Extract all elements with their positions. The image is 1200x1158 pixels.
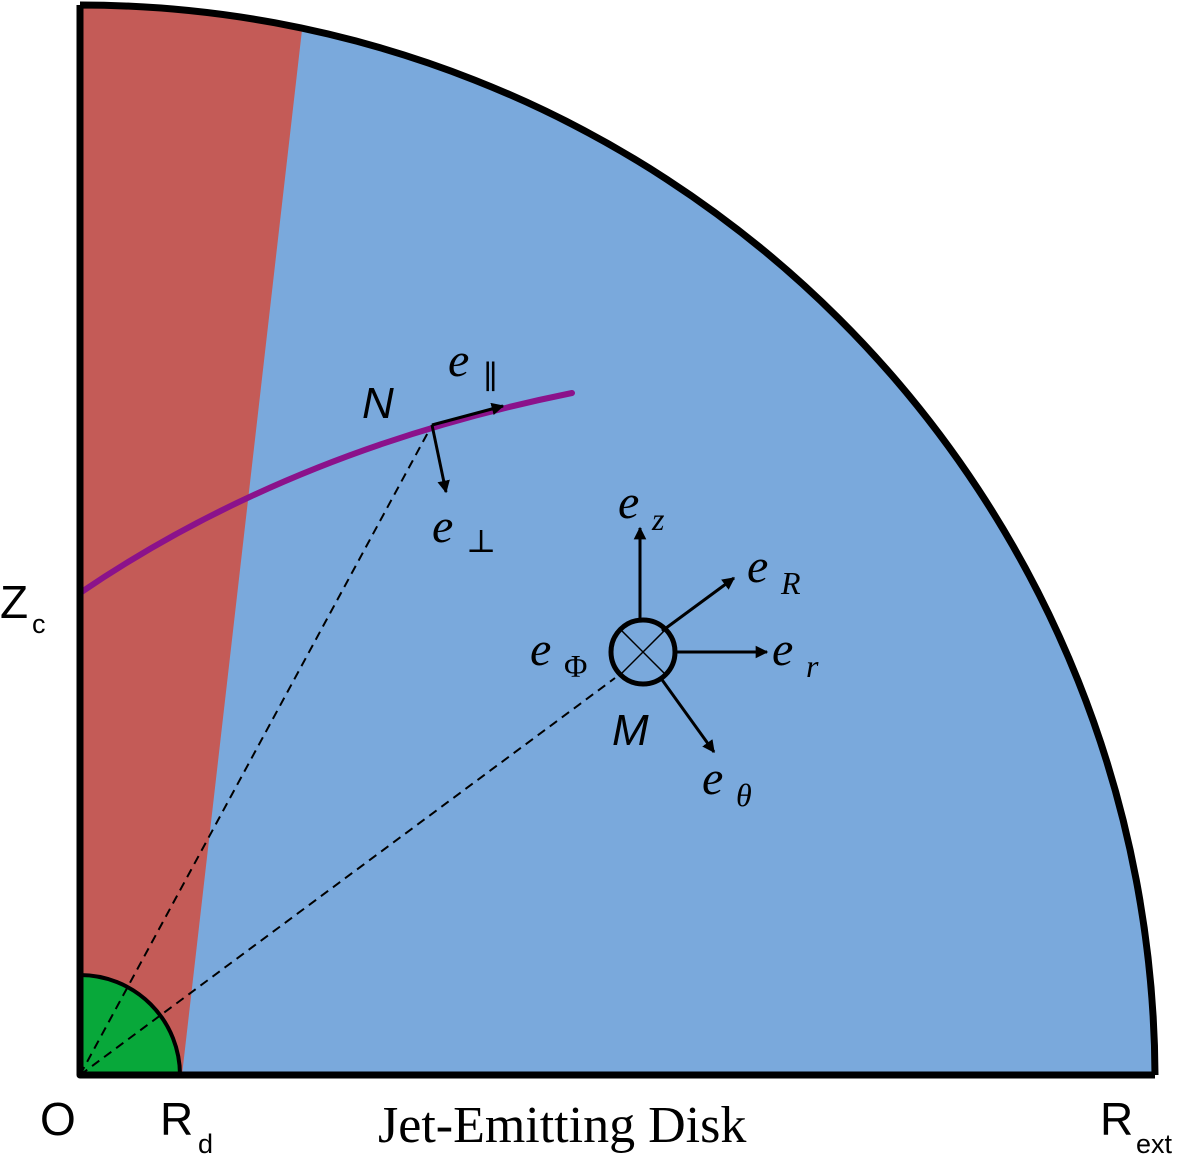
- e-par-label: e ∥: [448, 334, 498, 395]
- jet-region: [80, 5, 302, 1075]
- e-R-label: e R: [747, 540, 801, 601]
- rext-label: R ext: [1100, 1093, 1173, 1158]
- inner-region-outline: [79, 973, 182, 1076]
- e-R-arrow: [661, 576, 736, 633]
- e-par-arrow: [431, 402, 505, 427]
- rd-label: R d: [160, 1093, 213, 1158]
- point-n-label: N: [362, 379, 394, 428]
- disk-region: [80, 5, 1155, 1075]
- disk-title: Jet-Emitting Disk: [378, 1097, 746, 1154]
- e-perp-label: e ⊥: [432, 500, 496, 559]
- zc-label: Z c: [0, 576, 46, 639]
- origin-label: O: [40, 1093, 76, 1145]
- e-theta-label: e θ: [702, 752, 752, 813]
- disk-outline: [76, 1, 1159, 1079]
- e-r-label: e r: [772, 623, 819, 684]
- e-theta-arrow: [658, 676, 716, 754]
- e-z-label: e z: [618, 476, 665, 537]
- dashed-line-to-n: [79, 424, 433, 1076]
- inner-region: [80, 975, 180, 1075]
- dashed-line-to-m: [79, 677, 616, 1076]
- e-phi-label: e Φ: [530, 623, 587, 684]
- e-perp-arrow: [430, 424, 450, 494]
- point-m-label: M: [612, 706, 649, 755]
- e-phi-symbol: [608, 617, 678, 687]
